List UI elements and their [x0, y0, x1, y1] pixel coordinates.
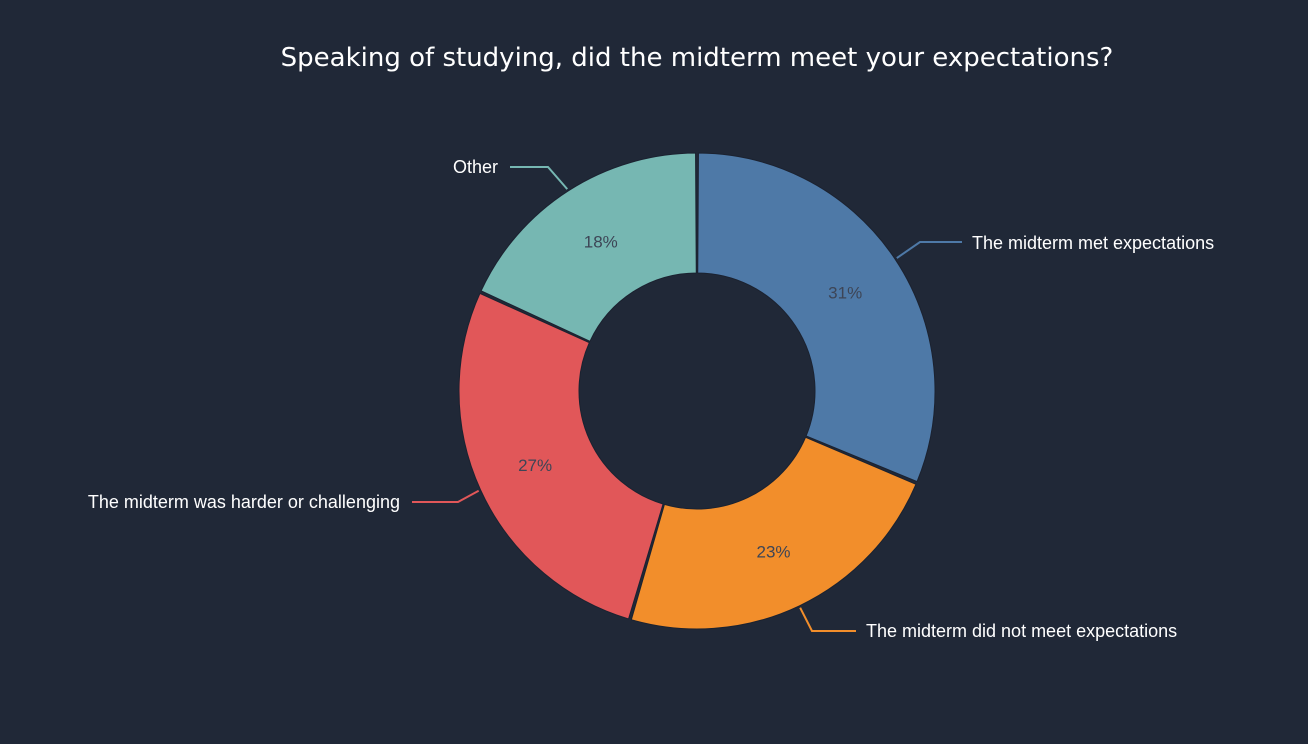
- slice-category-label: Other: [453, 157, 498, 177]
- slice-value-label: 23%: [756, 543, 790, 562]
- labels-group: 31% The midterm met expectations 23% The mi…: [88, 157, 1214, 641]
- leader-line: [896, 241, 962, 259]
- slice-other[interactable]: [480, 152, 697, 342]
- slice-the-midterm-did-not-meet-expectations[interactable]: [630, 436, 917, 630]
- slice-the-midterm-was-harder-or-challenging[interactable]: [458, 292, 664, 620]
- slice-the-midterm-met-expectations[interactable]: [697, 152, 936, 483]
- leader-line: [412, 489, 480, 503]
- chart-title: Speaking of studying, did the midterm me…: [280, 43, 1114, 73]
- leader-line: [510, 166, 569, 190]
- slice-category-label: The midterm did not meet expectations: [866, 621, 1177, 641]
- slice-category-label: The midterm was harder or challenging: [88, 492, 400, 512]
- slice-value-label: 27%: [518, 456, 552, 475]
- slice-value-label: 31%: [828, 283, 862, 302]
- leader-line: [799, 607, 856, 632]
- slices-group: [458, 152, 936, 630]
- slice-value-label: 18%: [584, 232, 618, 251]
- slice-category-label: The midterm met expectations: [972, 233, 1214, 253]
